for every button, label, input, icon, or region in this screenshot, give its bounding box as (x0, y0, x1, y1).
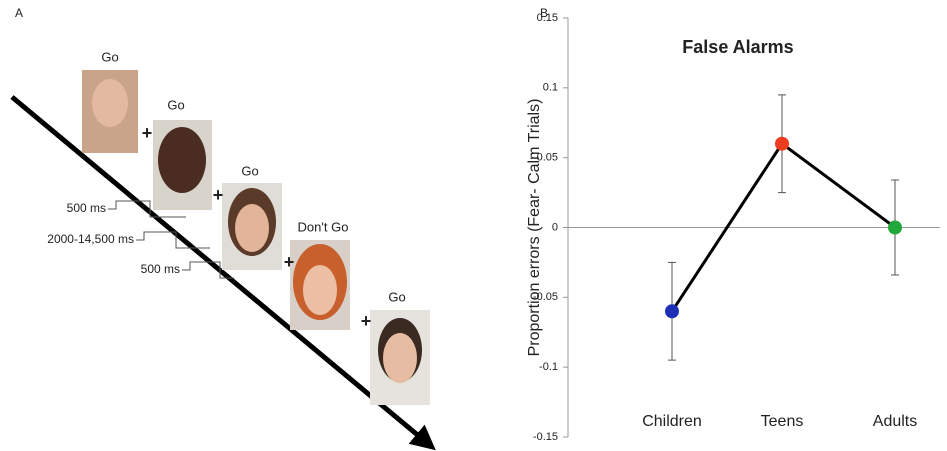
data-point (665, 304, 679, 318)
faces (82, 70, 430, 405)
face (383, 333, 417, 383)
data-point (888, 221, 902, 235)
cue-label: Go (241, 163, 258, 178)
face (92, 79, 128, 127)
timing-label: 500 ms (141, 262, 180, 276)
y-tick-label: 0.05 (537, 152, 558, 164)
x-tick-label: Adults (873, 413, 917, 430)
y-tick-label: 0.1 (543, 82, 558, 94)
y-tick-label: -0.05 (533, 291, 558, 303)
figure: A Go Go Go Don't Go Go + + + +500 ms 2000-14,500 … (0, 0, 947, 451)
fixation-cross: + (284, 252, 295, 272)
face (235, 204, 269, 252)
y-axis-label: Proportion errors (Fear- Calm Trials) (526, 99, 543, 357)
chart-title: False Alarms (682, 37, 793, 57)
fixation-cross: + (213, 185, 224, 205)
cue-label: Go (167, 97, 184, 112)
face (303, 265, 337, 315)
x-tick-label: Teens (761, 413, 804, 430)
panel-label: A (15, 6, 23, 20)
timing-label: 2000-14,500 ms (47, 232, 134, 246)
x-tick-label: Children (642, 413, 702, 430)
y-tick-label: 0 (552, 221, 558, 233)
cue-label: Don't Go (298, 219, 349, 234)
face (158, 127, 206, 193)
y-tick-label: -0.15 (533, 431, 558, 443)
y-tick-label: -0.1 (539, 361, 558, 373)
timing-label: 500 ms (67, 201, 106, 215)
fixation-cross: + (361, 311, 372, 331)
fixation-cross: + (142, 123, 153, 143)
cue-label: Go (388, 289, 405, 304)
y-tick-label: 0.15 (537, 12, 558, 24)
cue-label: Go (101, 49, 118, 64)
time-arrow (12, 97, 432, 447)
data-point (775, 137, 789, 151)
